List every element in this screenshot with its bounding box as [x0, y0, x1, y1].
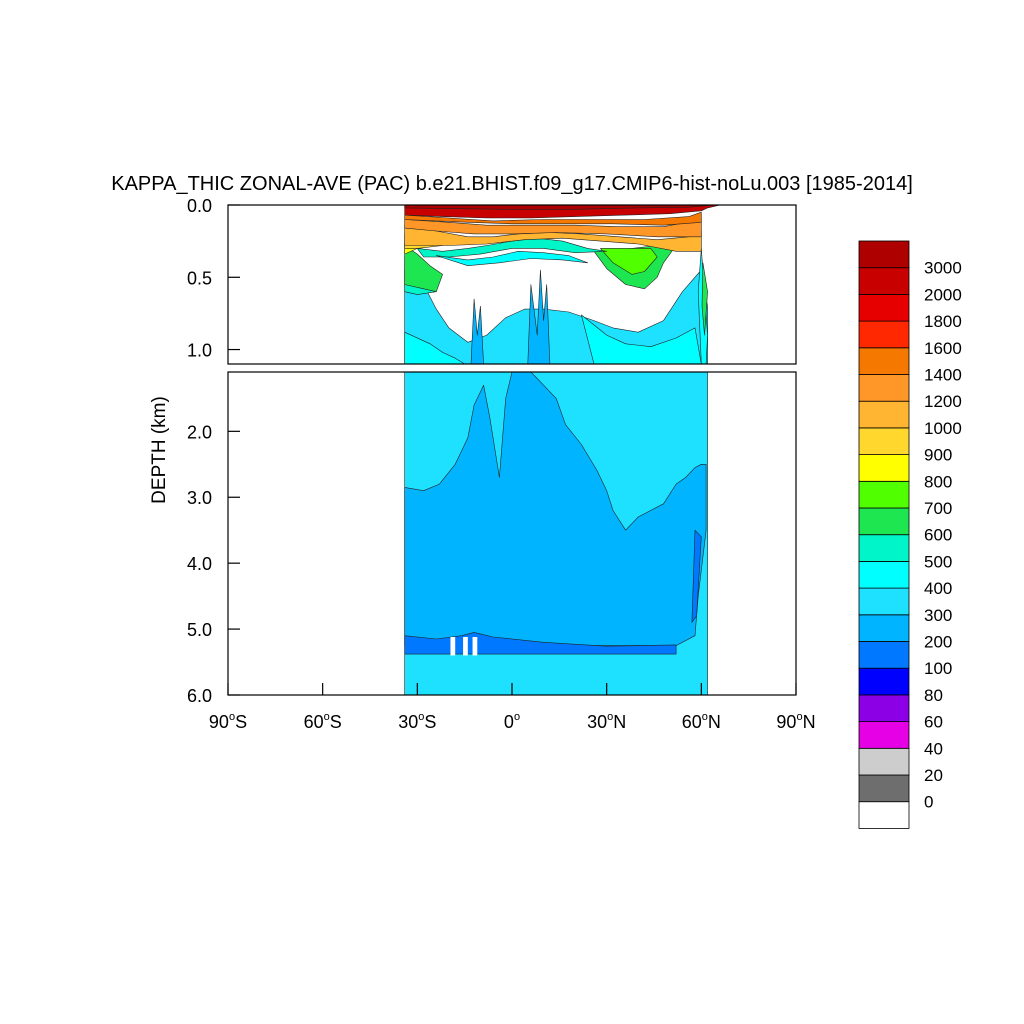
x-tick-label-0: 90oS	[209, 711, 247, 732]
colorbar-box-3	[858, 721, 910, 749]
colorbar-box-1	[858, 774, 910, 803]
contour-band-lower-1	[404, 372, 707, 646]
contour-band-upper-3	[692, 711, 701, 913]
contour-band-upper-23	[701, 262, 708, 336]
colorbar-label-14: 1000	[924, 419, 962, 438]
contour-band-upper-21	[404, 205, 715, 210]
colorbar-label-19: 2000	[924, 285, 962, 304]
contour-band-lower-19	[405, 303, 702, 309]
seafloor-gap-1	[463, 636, 468, 656]
x-tick-label-6: 90oN	[776, 711, 815, 732]
colorbar-label-4: 80	[924, 686, 943, 705]
colorbar-box-5	[858, 667, 910, 696]
colorbar-box-4	[858, 694, 910, 723]
y-upper-tick-label-0: 0.0	[187, 196, 212, 216]
colorbar-label-6: 200	[924, 633, 952, 652]
colorbar-label-10: 600	[924, 526, 952, 545]
y-upper-tick-label-1: 0.5	[187, 268, 212, 288]
contour-band-lower-2	[404, 632, 677, 655]
y-lower-tick-label-2: 4.0	[187, 554, 212, 574]
contour-band-upper-2	[405, 935, 676, 983]
colorbar-box-6	[858, 641, 910, 669]
colorbar-box-0	[858, 801, 910, 829]
contour-band-upper-5	[470, 298, 484, 364]
colorbar-label-20: 3000	[924, 259, 962, 278]
colorbar-box-17	[858, 347, 910, 375]
contour-band-upper-18	[404, 219, 702, 238]
contour-band-lower-20	[405, 300, 721, 306]
contour-band-upper-8	[581, 314, 702, 364]
y-upper-tick-label-2: 1.0	[187, 341, 212, 361]
upper-depth-panel	[404, 205, 721, 983]
colorbar-box-20	[858, 267, 910, 295]
colorbar-label-0: 0	[924, 793, 933, 812]
axes: 90oS 60oS 30oS 0o 30oN 60oN 90oN 0.0 0.5 1.0 2.0 3.…	[187, 196, 816, 732]
colorbar: 0 20 40 60 80 100 200 300 400 500 600 700 800 900 1000…	[858, 240, 962, 829]
contour-band-upper-14	[435, 251, 589, 267]
seafloor-gap-0	[450, 636, 456, 656]
colorbar-label-16: 1400	[924, 366, 962, 385]
colorbar-label-12: 800	[924, 472, 952, 491]
y-lower-tick-label-3: 5.0	[187, 620, 212, 640]
colorbar-box-21	[858, 240, 910, 269]
colorbar-box-12	[858, 480, 910, 509]
x-tick-label-2: 30oS	[398, 711, 436, 732]
contour-band-upper-6	[527, 269, 551, 364]
y-lower-tick-label-0: 2.0	[187, 422, 212, 442]
colorbar-box-10	[858, 534, 910, 562]
colorbar-box-15	[858, 400, 910, 429]
y-lower-tick-label-1: 3.0	[187, 488, 212, 508]
colorbar-label-13: 900	[924, 446, 952, 465]
x-tick-label-4: 30oN	[587, 711, 626, 732]
contour-band-lower-21	[405, 300, 714, 302]
seafloor-gap-2	[472, 636, 478, 656]
chart-title: KAPPA_THIC ZONAL-AVE (PAC) b.e21.BHIST.f…	[111, 173, 913, 195]
colorbar-box-14	[858, 427, 910, 455]
colorbar-box-2	[858, 747, 910, 776]
colorbar-label-8: 400	[924, 579, 952, 598]
contour-band-upper-12	[600, 248, 658, 275]
colorbar-label-3: 60	[924, 713, 943, 732]
colorbar-box-9	[858, 561, 910, 589]
lower-depth-panel	[404, 300, 721, 695]
x-tick-label-3: 0o	[504, 711, 520, 732]
contour-band-upper-13	[416, 237, 608, 258]
colorbar-box-8	[858, 587, 910, 616]
colorbar-label-2: 40	[924, 739, 943, 758]
colorbar-label-9: 500	[924, 552, 952, 571]
colorbar-label-5: 100	[924, 659, 952, 678]
contour-band-lower-3	[691, 529, 702, 623]
colorbar-label-15: 1200	[924, 392, 962, 411]
y-axis-label: DEPTH (km)	[149, 396, 170, 504]
colorbar-box-16	[858, 374, 910, 402]
contour-band-upper-10	[404, 245, 443, 293]
colorbar-box-11	[858, 507, 910, 536]
colorbar-label-17: 1600	[924, 339, 962, 358]
x-tick-label-1: 60oS	[304, 711, 342, 732]
colorbar-label-7: 300	[924, 606, 952, 625]
colorbar-label-18: 1800	[924, 312, 962, 331]
colorbar-label-1: 20	[924, 766, 943, 785]
contour-band-upper-19	[404, 211, 702, 226]
contour-band-upper-7	[404, 331, 466, 364]
colorbar-box-13	[858, 454, 910, 482]
y-lower-tick-label-4: 6.0	[187, 686, 212, 706]
upper-panel-frame	[227, 204, 797, 365]
x-tick-label-5: 60oN	[682, 711, 721, 732]
colorbar-box-18	[858, 320, 910, 349]
colorbar-box-7	[858, 614, 910, 642]
colorbar-box-19	[858, 293, 910, 322]
colorbar-label-11: 700	[924, 499, 952, 518]
